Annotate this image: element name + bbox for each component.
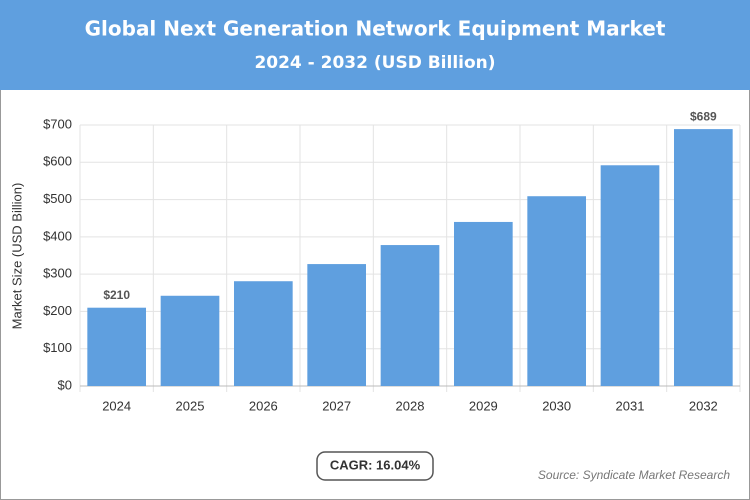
bar <box>234 281 293 386</box>
x-tick-label: 2026 <box>249 398 278 413</box>
x-tick-label: 2028 <box>396 398 425 413</box>
x-tick-label: 2032 <box>689 398 718 413</box>
x-tick-label: 2024 <box>102 398 131 413</box>
bar <box>527 196 586 386</box>
y-axis-label: Market Size (USD Billion) <box>9 183 24 330</box>
x-tick-label: 2027 <box>322 398 351 413</box>
y-tick-label: $100 <box>43 340 72 355</box>
bar <box>674 129 733 386</box>
chart-subtitle: 2024 - 2032 (USD Billion) <box>254 53 495 73</box>
value-label: $210 <box>103 288 130 302</box>
y-tick-label: $0 <box>58 377 72 392</box>
value-label: $689 <box>690 109 717 123</box>
x-tick-label: 2031 <box>616 398 645 413</box>
y-tick-label: $700 <box>43 116 72 131</box>
bar <box>160 295 220 386</box>
bar <box>600 165 660 386</box>
chart-title: Global Next Generation Network Equipment… <box>85 17 666 41</box>
x-tick-label: 2025 <box>176 398 205 413</box>
y-tick-label: $500 <box>43 191 72 206</box>
y-tick-label: $300 <box>43 266 72 281</box>
bar <box>307 264 366 386</box>
source-note: Source: Syndicate Market Research <box>538 468 730 482</box>
bar <box>454 221 513 386</box>
cagr-label: CAGR: 16.04% <box>330 457 421 472</box>
bar <box>87 307 146 386</box>
x-tick-label: 2029 <box>469 398 498 413</box>
header-banner <box>0 0 750 90</box>
bar <box>380 245 440 386</box>
cagr-box <box>316 451 434 481</box>
y-tick-label: $600 <box>43 154 72 169</box>
x-tick-label: 2030 <box>542 398 571 413</box>
y-tick-label: $400 <box>43 228 72 243</box>
y-tick-label: $200 <box>43 303 72 318</box>
